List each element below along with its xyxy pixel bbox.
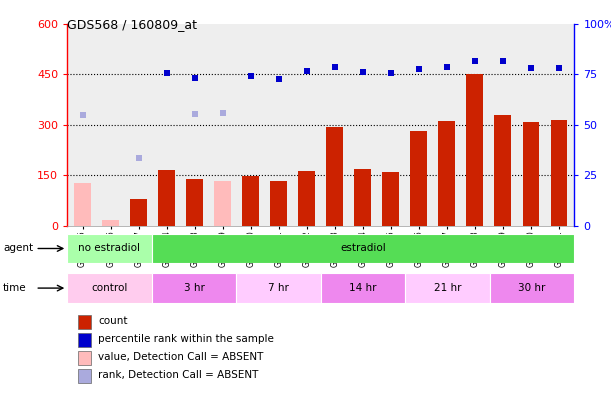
Text: estradiol: estradiol — [340, 244, 386, 253]
Text: value, Detection Call = ABSENT: value, Detection Call = ABSENT — [98, 352, 264, 362]
Text: 7 hr: 7 hr — [268, 283, 289, 293]
Bar — [243, 176, 259, 226]
Bar — [411, 131, 427, 226]
Bar — [490, 273, 574, 303]
Bar — [152, 273, 236, 303]
Text: 21 hr: 21 hr — [434, 283, 461, 293]
Bar — [439, 121, 455, 226]
Text: percentile rank within the sample: percentile rank within the sample — [98, 334, 274, 344]
Text: 3 hr: 3 hr — [183, 283, 205, 293]
Text: GDS568 / 160809_at: GDS568 / 160809_at — [67, 18, 197, 31]
Text: time: time — [3, 283, 27, 293]
Text: rank, Detection Call = ABSENT: rank, Detection Call = ABSENT — [98, 370, 258, 380]
Bar — [466, 74, 483, 226]
Bar — [78, 351, 90, 365]
Bar — [236, 273, 321, 303]
Bar — [270, 181, 287, 226]
Text: 30 hr: 30 hr — [518, 283, 546, 293]
Bar — [326, 128, 343, 226]
Bar — [102, 220, 119, 226]
Bar — [522, 122, 540, 226]
Bar — [78, 315, 90, 329]
Bar — [298, 171, 315, 226]
Bar — [551, 120, 568, 226]
Bar — [158, 170, 175, 226]
Text: 14 hr: 14 hr — [349, 283, 377, 293]
Bar — [214, 181, 231, 226]
Text: agent: agent — [3, 243, 33, 253]
Bar — [78, 369, 90, 383]
Bar — [130, 199, 147, 226]
Text: no estradiol: no estradiol — [78, 244, 141, 253]
Bar — [494, 115, 511, 226]
Bar — [67, 273, 152, 303]
Text: count: count — [98, 316, 128, 326]
Bar — [354, 169, 371, 226]
Bar — [382, 172, 399, 226]
Text: control: control — [91, 283, 128, 293]
Bar — [321, 273, 405, 303]
Bar — [405, 273, 490, 303]
Bar — [67, 234, 152, 263]
Bar — [186, 179, 203, 226]
Bar — [152, 234, 574, 263]
Bar — [78, 333, 90, 347]
Bar — [74, 183, 91, 226]
